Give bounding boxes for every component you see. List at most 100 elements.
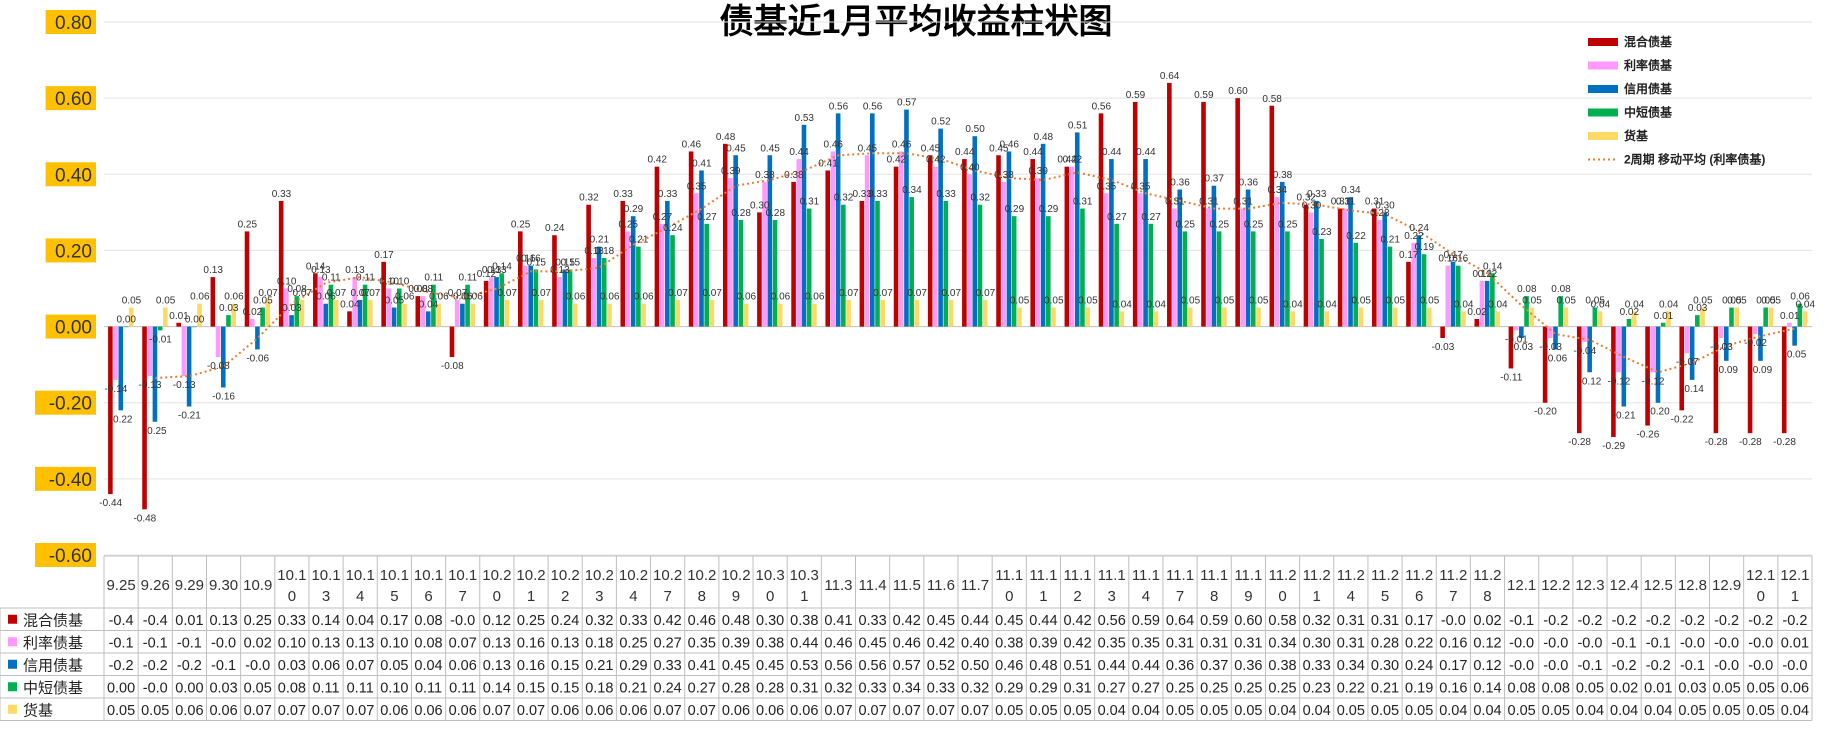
data-label: 0.33 (852, 189, 872, 200)
x-tick-label: 10.2 (482, 567, 511, 584)
data-label: 0.07 (361, 288, 381, 299)
x-tick-label: 10.1 (380, 567, 409, 584)
bar (1631, 311, 1637, 327)
data-label: 0.10 (277, 277, 297, 288)
data-label: 0.46 (682, 139, 702, 150)
bar (118, 326, 124, 411)
x-tick-label: 11.1 (1029, 567, 1057, 584)
data-label: 0.31 (1233, 197, 1253, 208)
data-label: 0.05 (1352, 296, 1372, 307)
bar (825, 170, 831, 327)
table-cell: -0.4 (143, 613, 168, 629)
bar (176, 322, 181, 327)
table-cell: 0.07 (858, 703, 886, 719)
bar (977, 204, 983, 327)
data-label: 0.05 (1756, 296, 1776, 307)
data-label: 0.06 (737, 292, 757, 303)
bar (231, 303, 236, 327)
table-cell: 0.10 (380, 680, 408, 696)
bar (1216, 231, 1222, 327)
data-label: 0.10 (390, 277, 410, 288)
data-label: 0.02 (243, 307, 263, 318)
table-cell: -0.1 (1680, 658, 1705, 674)
data-label: 0.34 (902, 185, 922, 196)
data-label: 0.03 (219, 303, 239, 314)
x-tick-label: 7 (459, 588, 467, 605)
table-cell: 0.05 (1678, 703, 1706, 719)
table-cell: 0.05 (380, 658, 408, 674)
table-cell: 0.01 (1644, 680, 1672, 696)
x-tick-label: 11.1 (995, 567, 1023, 584)
table-cell: 0.22 (1337, 680, 1365, 696)
x-tick-label: 9 (1244, 588, 1252, 605)
data-label: 0.31 (1365, 197, 1385, 208)
table-cell: 0.03 (278, 658, 306, 674)
table-cell: -0.2 (1782, 613, 1807, 629)
x-tick-label: 12.1 (1780, 567, 1809, 584)
bar (1387, 246, 1393, 327)
bar (767, 155, 773, 327)
table-cell: 0.42 (893, 613, 921, 629)
data-label: 0.06 (395, 292, 415, 303)
data-label: 0.31 (1073, 197, 1093, 208)
table-cell: -0.2 (1646, 613, 1671, 629)
data-label: 0.06 (429, 292, 449, 303)
table-cell: 0.08 (414, 635, 442, 651)
table-cell: 0.07 (654, 703, 682, 719)
bar (1513, 326, 1519, 331)
data-label: 0.07 (532, 288, 552, 299)
bar (415, 296, 421, 327)
table-cell: 0.12 (1473, 658, 1501, 674)
legend-label: 2周期 移动平均 (利率债基) (1624, 152, 1765, 167)
y-tick-label: -0.20 (49, 394, 92, 415)
x-tick-label: 11.1 (1098, 567, 1126, 584)
bar (704, 223, 709, 327)
data-label: 0.42 (926, 155, 946, 166)
table-cell: 0.05 (1508, 703, 1536, 719)
data-label: 0.58 (1262, 94, 1282, 105)
bar (1337, 208, 1343, 327)
bar (1450, 261, 1456, 327)
table-cell: 0.06 (756, 703, 784, 719)
bar (1132, 101, 1138, 327)
table-cell: -0.2 (1748, 613, 1773, 629)
table-cell: -0.0 (211, 635, 236, 651)
table-cell: 0.56 (824, 658, 852, 674)
table-cell: 0.35 (1098, 635, 1126, 651)
bar (284, 288, 289, 327)
data-label: 0.17 (1444, 250, 1464, 261)
x-tick-label: 6 (1415, 588, 1423, 605)
bar (192, 326, 197, 328)
data-label: 0.42 (1063, 155, 1083, 166)
data-label: -0.14 (104, 384, 127, 395)
table-cell: 0.00 (107, 680, 135, 696)
data-label: 0.29 (1005, 204, 1025, 215)
bar (738, 219, 744, 327)
table-row-key (8, 614, 17, 624)
bar (226, 315, 231, 327)
bar (1201, 101, 1206, 327)
bar (123, 326, 129, 328)
table-cell: 0.50 (961, 658, 989, 674)
bar (1558, 296, 1563, 327)
x-tick-label: 12.1 (1746, 567, 1775, 584)
table-cell: 0.25 (1268, 680, 1296, 696)
table-cell: 0.04 (346, 613, 374, 629)
table-cell: 0.33 (654, 658, 682, 674)
bar (1222, 307, 1227, 327)
y-tick-badge (35, 390, 96, 415)
table-cell: 0.07 (517, 703, 545, 719)
x-tick-label: 11.2 (1303, 567, 1331, 584)
bar (249, 318, 255, 327)
bar (1621, 326, 1627, 407)
data-label: 0.64 (1160, 71, 1180, 82)
data-label: -0.22 (110, 414, 133, 425)
table-cell: 0.13 (346, 635, 374, 651)
table-cell: 0.05 (1747, 703, 1775, 719)
x-tick-label: 11.7 (961, 577, 989, 594)
table-cell: 0.14 (1473, 680, 1501, 696)
bar (1274, 197, 1280, 327)
table-cell: -0.1 (143, 635, 168, 651)
bar (762, 181, 767, 327)
